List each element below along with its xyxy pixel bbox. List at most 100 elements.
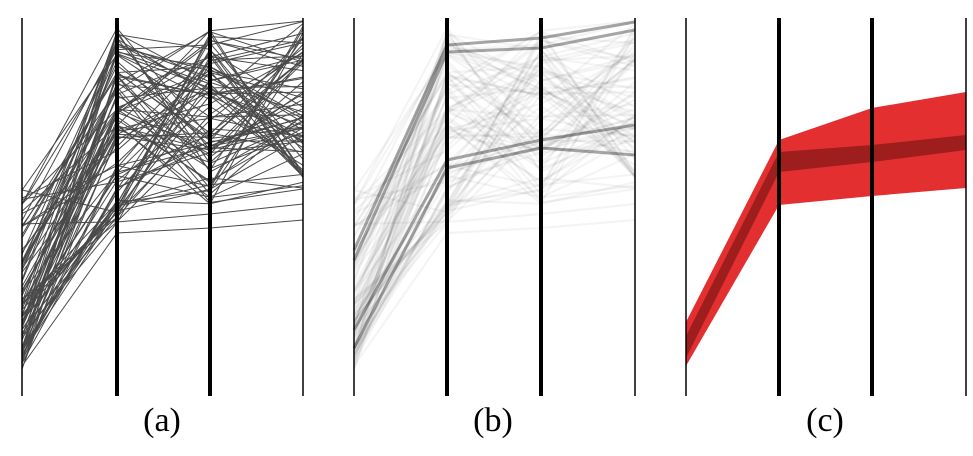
data-polyline (21, 39, 304, 361)
density-polyline (352, 55, 636, 342)
data-polyline (21, 55, 304, 336)
density-polyline (353, 41, 636, 310)
data-polyline (21, 108, 304, 315)
density-polyline (353, 218, 636, 367)
density-core (352, 28, 636, 261)
data-polyline (21, 70, 304, 349)
density-polyline (352, 43, 636, 370)
density-polyline (353, 39, 636, 263)
panel-b-density (352, 18, 636, 396)
density-polyline (353, 71, 636, 228)
data-polyline (21, 72, 304, 227)
density-polyline (353, 47, 636, 334)
data-polyline (21, 58, 304, 262)
panel-b-caption: (b) (473, 402, 513, 439)
data-polyline (21, 173, 304, 350)
panel-a-caption: (a) (143, 402, 181, 439)
density-polyline (353, 51, 636, 292)
data-polyline (21, 81, 304, 348)
panel-c-band (685, 18, 967, 396)
density-polyline (353, 173, 636, 350)
density-core (352, 146, 636, 349)
density-polyline (353, 114, 636, 287)
density-polyline (353, 50, 636, 357)
density-polyline (353, 127, 636, 225)
data-polyline (21, 203, 304, 301)
density-polyline (352, 37, 636, 354)
density-polyline (353, 35, 636, 322)
density-polyline (353, 83, 636, 264)
data-polyline (21, 71, 304, 236)
density-polyline (353, 54, 636, 214)
density-polyline (353, 41, 636, 300)
density-polyline (353, 176, 636, 322)
density-polyline (352, 52, 636, 326)
density-polyline (352, 90, 636, 351)
density-polyline (352, 111, 636, 370)
density-polyline (353, 36, 636, 318)
density-polyline (353, 37, 636, 228)
data-polyline (21, 28, 304, 337)
density-polyline (353, 140, 636, 201)
density-polyline (352, 53, 636, 307)
density-polyline (352, 72, 636, 329)
data-polyline (21, 103, 304, 253)
density-polyline (352, 42, 636, 255)
density-polyline (353, 71, 636, 236)
data-polyline (21, 23, 304, 191)
density-polyline (352, 80, 636, 348)
density-polyline (352, 49, 636, 349)
data-polyline (21, 50, 304, 349)
data-polyline (21, 128, 304, 225)
data-polyline (21, 45, 304, 265)
data-polyline (21, 36, 304, 317)
density-polyline (352, 30, 636, 328)
density-polyline (353, 32, 636, 205)
density-polyline (353, 65, 636, 239)
density-polyline (353, 202, 636, 301)
density-polyline (353, 28, 636, 213)
density-polyline (353, 59, 636, 324)
data-polyline (21, 37, 304, 228)
density-polyline (353, 58, 636, 262)
density-polyline (352, 117, 636, 354)
density-core (352, 123, 636, 331)
density-polyline (352, 73, 636, 350)
density-polyline (352, 107, 636, 315)
density-core (352, 20, 636, 251)
density-polyline (353, 116, 636, 364)
data-polyline (21, 132, 304, 363)
data-polyline (21, 105, 304, 331)
data-polyline (21, 135, 304, 339)
data-polyline (21, 153, 304, 318)
density-polyline (352, 28, 636, 304)
density-polyline (353, 47, 636, 311)
data-polyline (21, 116, 304, 364)
density-polyline (353, 19, 636, 265)
data-polyline (21, 124, 304, 270)
density-polyline (353, 38, 636, 322)
data-polyline (21, 52, 304, 326)
data-polyline (21, 115, 304, 287)
density-polyline (353, 32, 636, 291)
panel-a-polylines (21, 18, 304, 396)
density-polyline (353, 68, 636, 200)
data-polyline (21, 21, 304, 205)
density-polyline (353, 26, 636, 205)
density-polyline (353, 54, 636, 337)
density-polyline (352, 31, 636, 326)
density-polyline (353, 127, 636, 327)
density-polyline (353, 25, 636, 215)
density-polyline (353, 117, 636, 357)
density-polyline (353, 181, 636, 350)
density-polyline (352, 51, 636, 282)
cluster-band (686, 92, 966, 366)
density-polyline (353, 88, 636, 227)
density-polyline (352, 44, 636, 265)
density-polyline (352, 36, 636, 316)
density-polyline (353, 105, 636, 331)
density-polyline (353, 103, 636, 254)
density-polyline (353, 86, 636, 322)
data-polyline (21, 68, 304, 199)
